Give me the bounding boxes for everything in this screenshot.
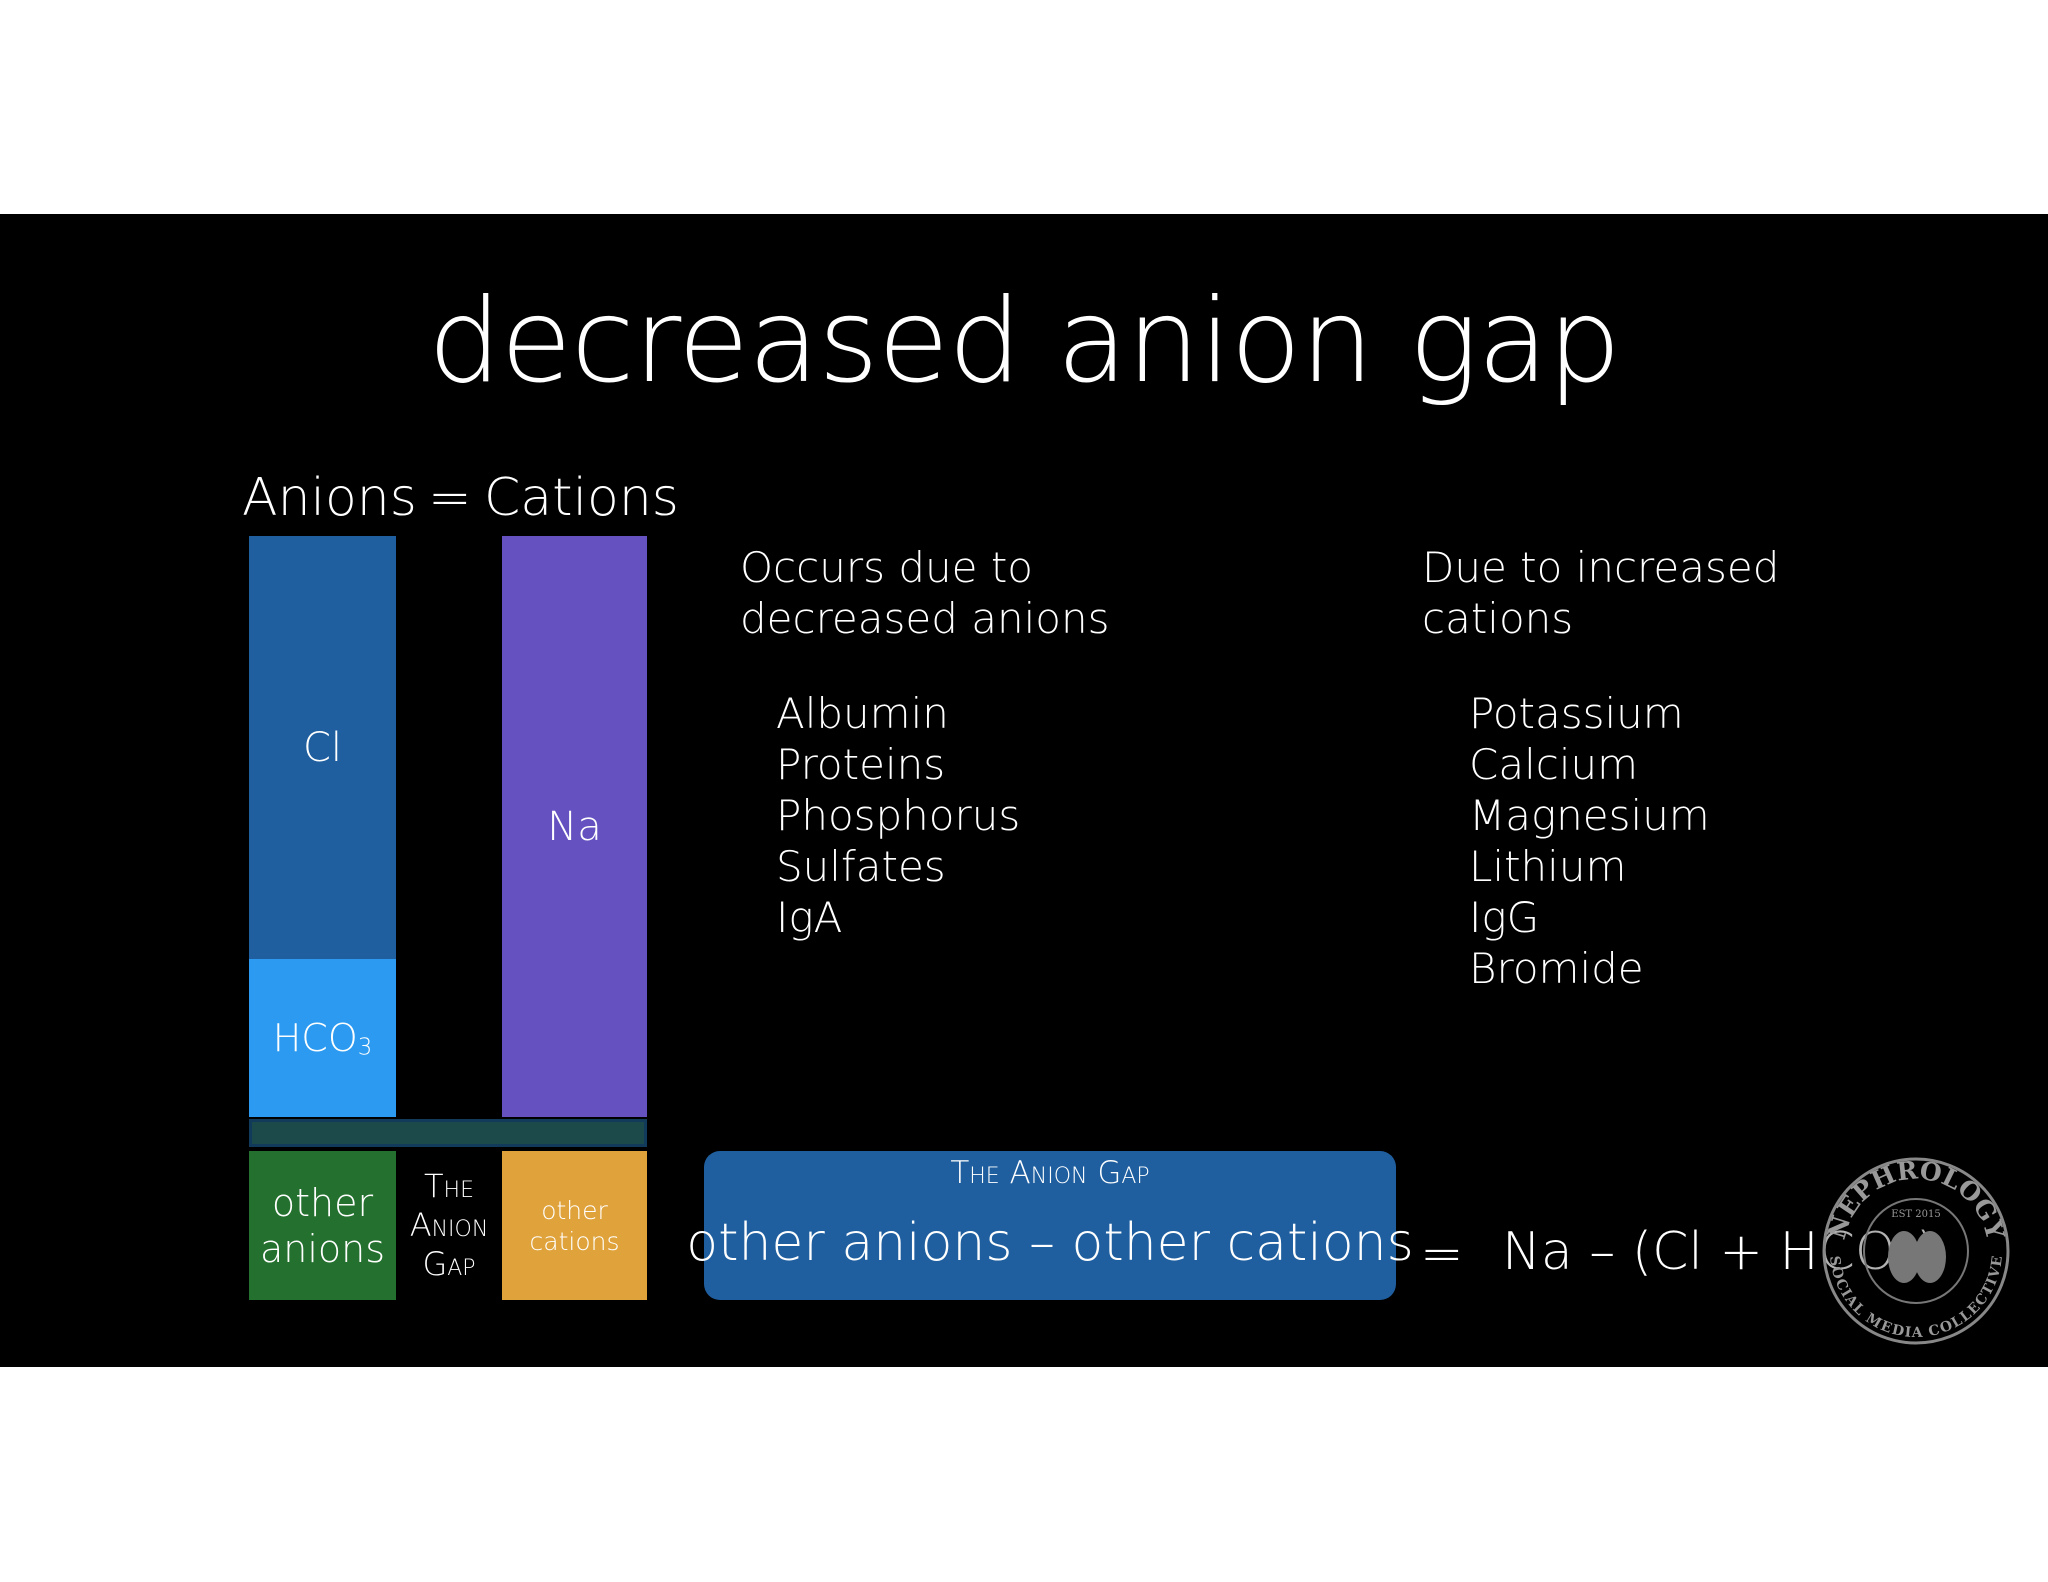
logo: NEPHROLOGY EST 2015 SOCIAL MEDIA COLLECT… [1822, 1155, 2010, 1345]
logo-inner-ring [1863, 1198, 1969, 1304]
formula-box-title: The Anion Gap [950, 1155, 1150, 1191]
heading-line: Due to increased [1422, 543, 1780, 592]
hco3-base: HCO [272, 1015, 358, 1060]
left-list: Albumin Proteins Phosphorus Sulfates IgA [776, 688, 1020, 943]
gap-word: Gap [422, 1245, 476, 1283]
cl-label: Cl [302, 724, 343, 771]
cl-block: Cl [249, 536, 396, 959]
list-item: IgA [776, 893, 843, 942]
list-item: Magnesium [1469, 791, 1710, 840]
other-anions-block: other anions [249, 1151, 396, 1300]
gap-word: The [424, 1167, 474, 1205]
heading-line: cations [1422, 594, 1574, 643]
list-item: Sulfates [776, 842, 946, 891]
list-item: Phosphorus [776, 791, 1021, 840]
list-item: Bromide [1469, 944, 1644, 993]
list-item: Potassium [1469, 689, 1684, 738]
heading-line: decreased anions [740, 594, 1110, 643]
hco3-sub: 3 [357, 1034, 373, 1061]
gap-word: Anion [409, 1206, 489, 1244]
na-label: Na [547, 803, 602, 850]
left-heading: Occurs due to decreased anions [740, 542, 1109, 644]
slide: decreased anion gap Anions = Cations Cl … [0, 214, 2048, 1367]
other-cations-block: other cations [502, 1151, 647, 1300]
slide-title: decreased anion gap [427, 274, 1621, 409]
cations-header: Cations [484, 468, 679, 528]
gap-strip [249, 1119, 647, 1147]
logo-kidney [1888, 1231, 1920, 1283]
anions-header: Anions [242, 468, 417, 528]
other-cations-label: other cations [529, 1195, 620, 1256]
list-item: Proteins [776, 740, 946, 789]
logo-est: EST 2015 [1891, 1209, 1940, 1220]
list-item: IgG [1469, 893, 1540, 942]
hco3-label: HCO3 [273, 1016, 373, 1060]
na-block: Na [502, 536, 647, 1117]
formula-equals: = [1420, 1224, 1464, 1284]
list-item: Calcium [1469, 740, 1639, 789]
list-item: Lithium [1469, 842, 1627, 891]
logo-kidney [1914, 1231, 1946, 1283]
other-anions-label: other anions [259, 1180, 386, 1271]
formula-box-text: other anions – other cations [686, 1213, 1414, 1273]
right-list: Potassium Calcium Magnesium Lithium IgG Bromi… [1469, 688, 1710, 994]
right-heading: Due to increased cations [1422, 542, 1779, 644]
rhs-base: Na – (Cl + HCO [1502, 1222, 1896, 1282]
list-item: Albumin [776, 689, 949, 738]
gap-label: The Anion Gap [396, 1151, 502, 1300]
hco3-block: HCO3 [249, 959, 396, 1117]
equals-header: = [428, 468, 472, 528]
heading-line: Occurs due to [740, 543, 1033, 592]
formula-box: The Anion Gap other anions – other catio… [686, 1151, 1414, 1300]
